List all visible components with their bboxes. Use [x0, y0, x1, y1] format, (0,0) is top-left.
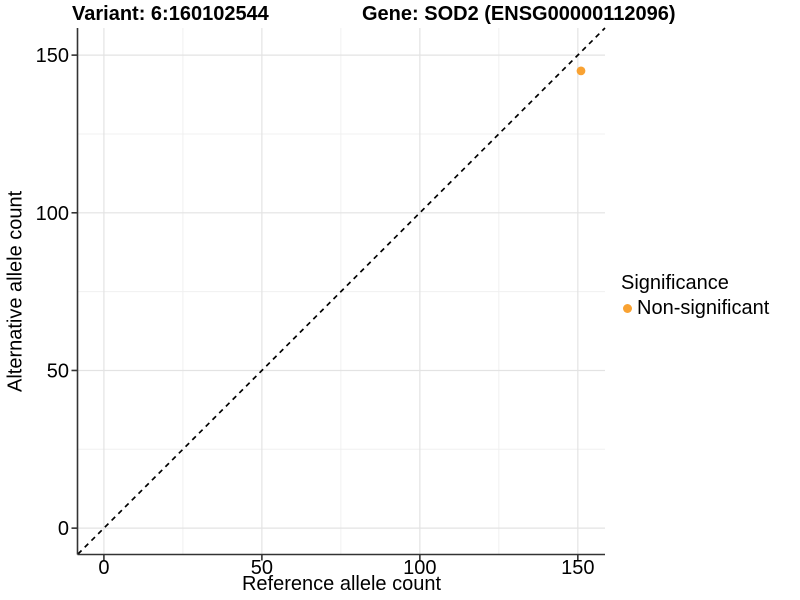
plot-title-variant: Variant: 6:160102544 — [72, 3, 269, 25]
x-axis-tick-label: 50 — [251, 557, 273, 579]
y-axis-title: Alternative allele count — [4, 190, 27, 392]
x-axis-tick-label: 150 — [561, 557, 594, 579]
data-point — [576, 66, 586, 76]
y-axis-tick-label: 0 — [58, 518, 69, 540]
legend-point-icon — [623, 304, 632, 313]
y-axis-tick-label: 150 — [36, 45, 69, 67]
plot-title-gene: Gene: SOD2 (ENSG00000112096) — [362, 3, 676, 25]
y-axis-tick-label: 100 — [36, 203, 69, 225]
x-axis-tick-label: 100 — [403, 557, 436, 579]
y-axis-tick-label: 50 — [47, 360, 69, 382]
legend-item-non-significant: Non-significant — [623, 297, 769, 320]
identity-dashed-line — [77, 27, 606, 555]
legend-item-label: Non-significant — [637, 297, 770, 319]
legend-title: Significance — [621, 272, 729, 294]
x-axis-title: Reference allele count — [241, 573, 441, 595]
legend: Significance Non-significant — [621, 272, 769, 320]
x-axis-tick-label: 0 — [98, 557, 109, 579]
